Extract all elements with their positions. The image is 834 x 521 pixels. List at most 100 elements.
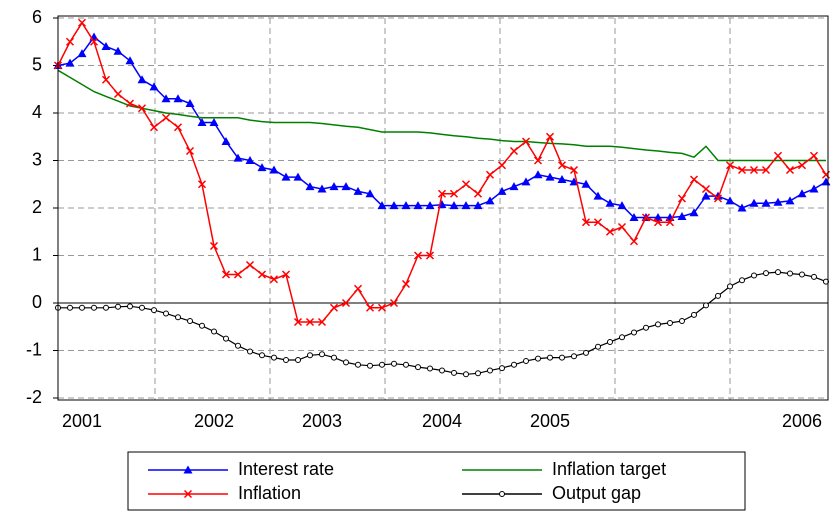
y-tick-label: 5 xyxy=(32,54,42,74)
y-tick-label: 2 xyxy=(32,197,42,217)
point xyxy=(667,319,673,326)
point xyxy=(257,270,267,279)
point xyxy=(593,191,603,200)
legend-box xyxy=(127,451,746,511)
point xyxy=(343,359,349,366)
point xyxy=(485,196,495,205)
series-line xyxy=(57,69,826,162)
point xyxy=(353,284,363,293)
point xyxy=(799,271,805,278)
point xyxy=(151,307,157,314)
point xyxy=(653,218,663,227)
point xyxy=(521,177,531,186)
point xyxy=(245,156,255,164)
point xyxy=(425,201,435,210)
point xyxy=(763,270,769,277)
legend-label: Inflation target xyxy=(552,459,666,479)
point xyxy=(737,165,747,175)
point xyxy=(521,137,531,146)
x-tick-label: 2004 xyxy=(422,411,462,431)
point xyxy=(161,113,171,122)
point xyxy=(209,118,219,126)
point xyxy=(533,156,543,165)
point xyxy=(365,303,375,312)
point xyxy=(487,367,493,374)
point xyxy=(355,361,361,368)
point xyxy=(677,212,687,221)
point xyxy=(689,208,699,217)
point xyxy=(439,367,445,374)
point xyxy=(281,172,291,181)
point xyxy=(509,182,519,191)
point xyxy=(101,42,111,50)
point xyxy=(281,270,291,279)
point xyxy=(643,324,649,331)
point xyxy=(65,37,75,46)
point xyxy=(307,352,313,359)
point xyxy=(701,184,711,194)
point xyxy=(77,18,87,27)
point xyxy=(571,353,577,360)
point xyxy=(319,351,325,358)
point xyxy=(293,317,303,327)
point xyxy=(473,189,483,198)
point xyxy=(557,161,567,170)
point xyxy=(317,317,327,327)
point xyxy=(365,189,375,198)
point xyxy=(209,241,219,251)
point xyxy=(391,360,397,367)
point xyxy=(785,196,795,205)
point xyxy=(79,304,85,311)
point xyxy=(317,184,327,193)
point xyxy=(127,303,133,310)
point xyxy=(341,182,351,191)
point xyxy=(403,361,409,368)
point xyxy=(809,184,819,193)
point xyxy=(89,37,99,46)
point xyxy=(293,172,303,181)
point xyxy=(437,189,447,198)
point xyxy=(449,189,459,198)
point xyxy=(137,75,147,84)
point xyxy=(535,355,541,362)
point xyxy=(67,304,73,311)
point xyxy=(149,82,159,91)
point xyxy=(305,317,315,327)
y-tick-label: 4 xyxy=(32,102,42,122)
point xyxy=(401,279,411,289)
point xyxy=(259,352,265,359)
point xyxy=(139,304,145,311)
point xyxy=(149,123,159,132)
point xyxy=(413,251,423,260)
point xyxy=(197,118,207,126)
series-line xyxy=(57,21,827,323)
point xyxy=(751,272,757,279)
point xyxy=(737,203,747,212)
point xyxy=(101,75,111,84)
point xyxy=(389,201,399,210)
point xyxy=(679,318,685,325)
point xyxy=(163,310,169,317)
point xyxy=(715,292,721,299)
point xyxy=(785,165,795,175)
legend-label: Interest rate xyxy=(238,459,334,479)
point xyxy=(725,161,735,170)
point xyxy=(257,163,267,172)
point xyxy=(125,99,135,108)
legend-label: Inflation xyxy=(238,483,301,503)
point xyxy=(245,260,255,270)
point xyxy=(329,182,339,191)
point xyxy=(641,213,651,222)
point xyxy=(593,218,603,227)
point xyxy=(137,104,147,113)
point xyxy=(461,180,471,189)
plot-frame xyxy=(57,15,829,401)
point xyxy=(221,137,231,145)
point xyxy=(283,357,289,363)
point xyxy=(377,201,387,210)
point xyxy=(401,201,411,210)
series xyxy=(55,269,829,378)
point xyxy=(761,165,771,175)
point xyxy=(115,303,121,310)
